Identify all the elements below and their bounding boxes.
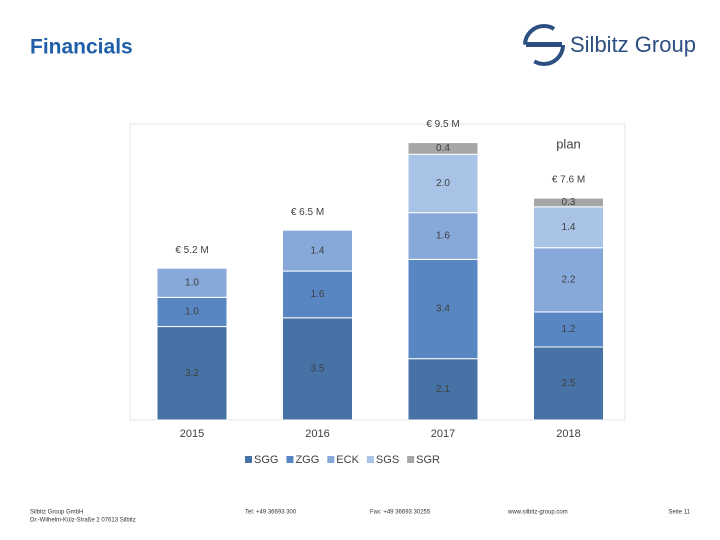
value-label: 1.4 [311,245,325,256]
legend-swatch [245,456,252,463]
value-label: 1.6 [311,289,325,300]
footer-tel: Tel: +49 36693 300 [245,510,297,516]
value-label: 1.2 [562,324,576,335]
annotation: plan [556,136,581,151]
total-label: € 6.5 M [291,207,324,218]
logo-icon [523,24,565,66]
value-label: 2.2 [562,274,576,285]
bar-segment [407,358,479,421]
value-label: 1.0 [185,307,199,318]
legend-label: SGG [254,454,278,466]
bar-segment [156,296,228,328]
total-label: € 5.2 M [175,245,208,256]
bar-segment [156,267,228,298]
legend-swatch [366,456,374,463]
legend-swatch [327,456,335,463]
bar-segment [533,197,604,208]
bar-segment [282,317,353,421]
bar-segment [282,229,353,272]
bar-segment [533,346,604,421]
footer-company: Silbitz Group GmbH [30,510,83,516]
legend-swatch [286,456,294,463]
legend-label: SGS [376,454,399,466]
total-label: € 7.6 M [552,175,585,186]
x-tick-label: 2016 [305,428,329,440]
total-label: € 9.5 M [426,119,459,130]
footer-web: www.silbitz-group.com [507,510,568,516]
bar-segment [407,142,479,155]
legend-label: ZGG [295,454,319,466]
value-label: 0.3 [562,197,576,208]
slide-title: Financials [30,36,133,59]
value-label: 3.4 [436,304,450,315]
value-label: 3.2 [185,368,199,379]
x-tick-label: 2015 [180,428,204,440]
bar-segment [156,326,228,421]
x-tick-label: 2018 [556,428,580,440]
legend-label: SGR [416,454,440,466]
footer-fax: Fax: +49 36693 30255 [370,510,431,516]
bar-segment [282,270,353,319]
value-label: 1.4 [562,222,576,233]
logo: Silbitz Group [523,24,696,66]
bar-segment [533,311,604,348]
plot-area [129,123,626,421]
logo-bar [526,42,562,47]
value-label: 2.0 [436,178,450,189]
logo-text: Silbitz Group [570,32,696,57]
chart: 3.2 1.0 1.0 2015 € 5.2 M 3.5 1.6 1.4 2016 € 6.5 M… [156,119,604,466]
legend-label: ECK [336,454,359,466]
value-label: 1.6 [436,231,450,242]
bar-segment [407,153,479,214]
bar-segment [533,247,604,313]
x-tick-label: 2017 [431,428,455,440]
footer-address: Dr.-Wilhelm-Külz-Straße 2 07613 Silbitz [30,518,136,524]
legend-swatch [407,456,415,463]
value-label: 2.1 [436,384,450,395]
value-label: 3.5 [311,364,325,375]
value-label: 2.5 [562,378,576,389]
value-label: 1.0 [185,277,199,288]
footer-page: Seite 11 [668,510,690,516]
value-label: 0.4 [436,143,450,154]
